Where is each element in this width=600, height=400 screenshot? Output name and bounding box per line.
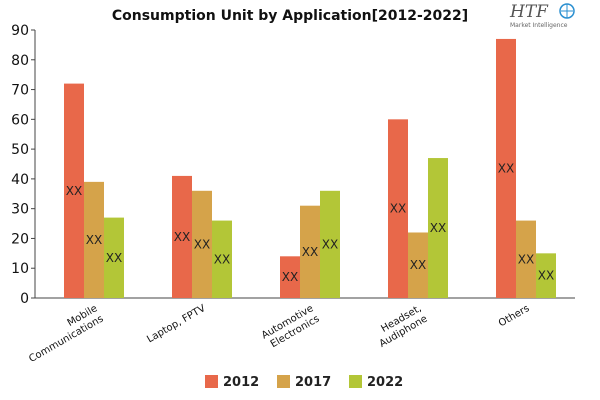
data-label: XX xyxy=(390,202,406,216)
x-category-label: MobileCommunications xyxy=(21,303,105,365)
bar xyxy=(428,158,448,298)
data-label: XX xyxy=(322,237,338,251)
bar xyxy=(84,181,104,298)
bar xyxy=(408,232,428,298)
y-tick-label: 90 xyxy=(11,23,29,39)
data-label: XX xyxy=(214,252,230,266)
bars xyxy=(64,38,556,298)
logo-text: HTF xyxy=(509,2,549,22)
bar xyxy=(280,256,300,298)
x-category-label: Headset,Audiphone xyxy=(372,303,430,350)
legend-swatch xyxy=(205,375,218,388)
y-tick-label: 30 xyxy=(11,202,29,218)
legend-swatch xyxy=(277,375,290,388)
x-category-label: Others xyxy=(497,303,532,329)
bar xyxy=(212,220,232,298)
legend-label: 2022 xyxy=(367,375,403,390)
data-label: XX xyxy=(538,269,554,283)
y-tick-label: 60 xyxy=(11,112,29,128)
data-label: XX xyxy=(498,161,514,175)
bar xyxy=(192,190,212,298)
category-labels: MobileCommunications Laptop, FPTV Automoti… xyxy=(21,303,532,365)
bar xyxy=(172,175,192,298)
y-tick-label: 80 xyxy=(11,53,29,69)
bar xyxy=(516,220,536,298)
y-tick-label: 70 xyxy=(11,83,29,99)
bar xyxy=(496,38,516,298)
x-category-label: Laptop, FPTV xyxy=(145,303,207,345)
y-tick-label: 20 xyxy=(11,231,29,247)
bar xyxy=(536,253,556,298)
bar xyxy=(64,83,84,298)
data-labels: XX XX XX XX XX XX XX XX XX XX XX XX XX XX XX xyxy=(66,161,554,284)
data-label: XX xyxy=(410,258,426,272)
data-label: XX xyxy=(302,245,318,259)
bar xyxy=(320,190,340,298)
htf-logo: HTF Market Intelligence xyxy=(509,2,575,29)
bar xyxy=(300,205,320,298)
y-tick-label: 40 xyxy=(11,172,29,188)
data-label: XX xyxy=(194,237,210,251)
x-category-label-line: Others xyxy=(497,303,532,329)
logo-subtext: Market Intelligence xyxy=(510,22,568,29)
legend-label: 2017 xyxy=(295,375,331,390)
x-category-label: AutomotiveElectronics xyxy=(260,303,322,352)
data-label: XX xyxy=(66,184,82,198)
y-tick-label: 50 xyxy=(11,142,29,158)
x-category-label-line: Laptop, FPTV xyxy=(145,303,207,345)
chart-title: Consumption Unit by Application[2012-202… xyxy=(112,8,468,24)
y-tick-label: 0 xyxy=(20,291,29,307)
legend: 2012 2017 2022 xyxy=(205,375,403,390)
data-label: XX xyxy=(86,233,102,247)
data-label: XX xyxy=(282,270,298,284)
legend-label: 2012 xyxy=(223,375,259,390)
y-axis-ticks: 0 10 20 30 40 50 60 70 80 90 xyxy=(11,23,35,307)
bar xyxy=(388,119,408,298)
data-label: XX xyxy=(174,230,190,244)
data-label: XX xyxy=(106,251,122,265)
data-label: XX xyxy=(430,221,446,235)
logo-globe-lines-icon xyxy=(561,4,573,18)
data-label: XX xyxy=(518,252,534,266)
y-tick-label: 10 xyxy=(11,261,29,277)
bar xyxy=(104,217,124,298)
legend-swatch xyxy=(349,375,362,388)
